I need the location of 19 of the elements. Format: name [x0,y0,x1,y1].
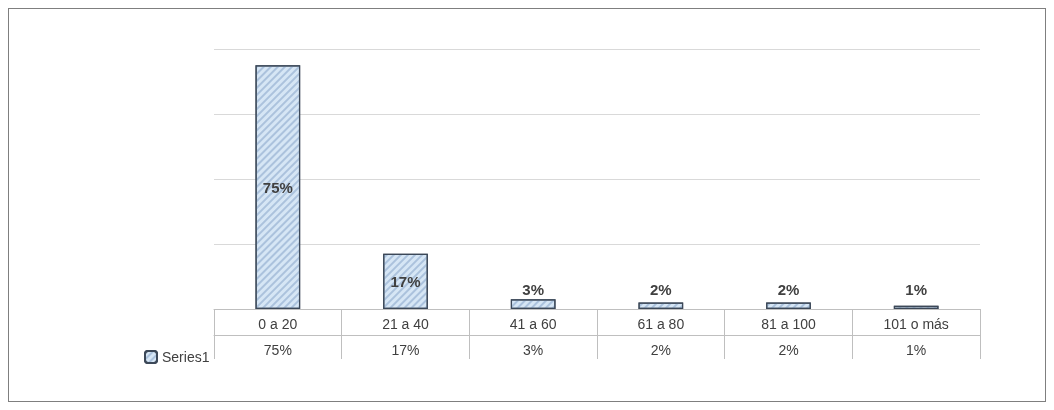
data-label: 1% [906,342,927,358]
data-label: 75% [263,342,292,358]
x-tick-label: 21 a 40 [382,316,430,332]
data-label: 3% [523,342,544,358]
x-tick-label: 0 a 20 [258,316,298,332]
text: 2% [649,280,672,298]
data-label: 17% [391,342,420,358]
text: 1% [905,280,928,298]
text: 75% [262,178,293,196]
x-tick-label: 61 a 80 [637,316,685,332]
x-tick-label: 81 a 100 [761,316,816,332]
data-label: 2% [778,342,799,358]
text: 3% [522,280,545,298]
data-label: 2% [650,342,671,358]
x-tick-label: 101 o más [883,316,949,332]
text: 17% [390,272,421,290]
legend-label: Series1 [162,349,210,365]
x-tick-label: 41 a 60 [509,316,557,332]
text: 2% [777,280,800,298]
